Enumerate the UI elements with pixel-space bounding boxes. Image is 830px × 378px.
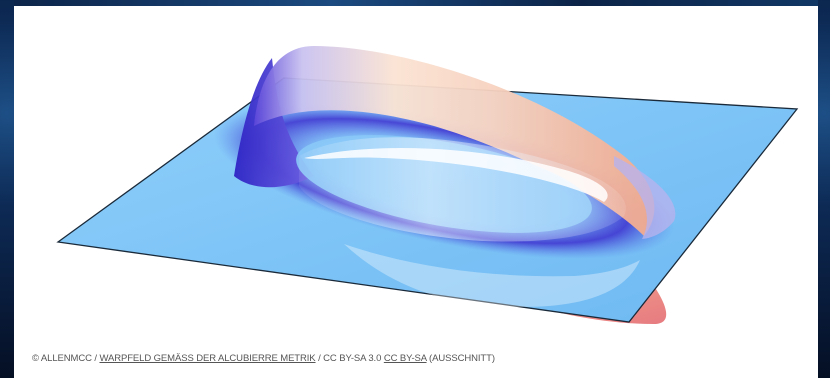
- crest-arch: [254, 46, 655, 236]
- credit-license-link[interactable]: CC BY-SA: [383, 353, 427, 364]
- background-top-strip: [0, 0, 830, 6]
- front-edge: [344, 244, 640, 307]
- background-left-strip: [0, 0, 14, 378]
- credit-suffix: (AUSSCHNITT): [426, 353, 495, 364]
- warp-field-illustration: [56, 46, 799, 324]
- highlight-band: [304, 148, 608, 202]
- image-card: © ALLENMCC / WARPFELD GEMÄSS DER ALCUBIE…: [14, 6, 818, 378]
- right-ring-side: [614, 156, 676, 239]
- front-sheet: [299, 137, 626, 242]
- credit-license-text: / CC BY-SA 3.0: [315, 353, 384, 364]
- image-credit: © ALLENMCC / WARPFELD GEMÄSS DER ALCUBIE…: [32, 353, 495, 364]
- left-wall: [234, 58, 314, 188]
- credit-title-link[interactable]: WARPFELD GEMÄSS DER ALCUBIERRE METRIK: [99, 353, 316, 364]
- credit-author: © ALLENMCC /: [32, 353, 100, 364]
- background-right-strip: [818, 0, 830, 378]
